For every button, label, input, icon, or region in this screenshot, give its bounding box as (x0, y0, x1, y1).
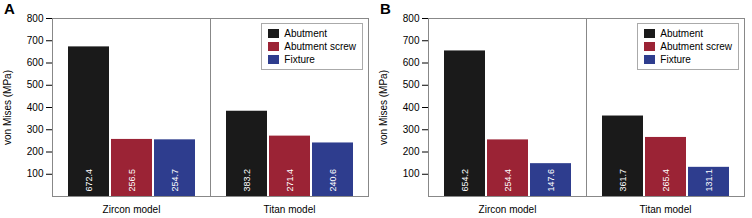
svg-text:200: 200 (403, 146, 420, 157)
svg-text:654.2: 654.2 (460, 169, 470, 192)
svg-text:200: 200 (27, 146, 44, 157)
html-text:Fixture: Fixture (284, 54, 315, 65)
svg-text:300: 300 (27, 124, 44, 135)
html-text:Abutment: Abutment (660, 28, 704, 39)
svg-text:300: 300 (403, 124, 420, 135)
svg-text:800: 800 (403, 13, 420, 24)
svg-text:672.4: 672.4 (84, 169, 94, 192)
svg-text:600: 600 (403, 57, 420, 68)
svg-text:240.6: 240.6 (328, 169, 338, 192)
html-text:B: B (380, 0, 391, 17)
svg-text:383.2: 383.2 (242, 169, 252, 192)
svg-text:361.7: 361.7 (618, 169, 628, 192)
svg-text:500: 500 (403, 79, 420, 90)
svg-text:Titan model: Titan model (640, 204, 692, 215)
html-text:A: A (4, 0, 15, 17)
svg-text:Titan model: Titan model (264, 204, 316, 215)
html-text:Abutment screw: Abutment screw (660, 41, 732, 52)
svg-text:700: 700 (27, 35, 44, 46)
svg-text:400: 400 (27, 102, 44, 113)
html-text:Abutment screw: Abutment screw (284, 41, 356, 52)
svg-text:700: 700 (403, 35, 420, 46)
svg-text:131.1: 131.1 (704, 169, 714, 192)
html-text:Fixture: Fixture (660, 54, 691, 65)
svg-text:256.5: 256.5 (127, 169, 137, 192)
svg-text:von Mises (MPa): von Mises (MPa) (2, 70, 13, 145)
svg-text:800: 800 (27, 13, 44, 24)
svg-text:Zircon model: Zircon model (479, 204, 537, 215)
svg-text:100: 100 (27, 168, 44, 179)
svg-text:500: 500 (27, 79, 44, 90)
svg-text:600: 600 (27, 57, 44, 68)
html-text:Abutment: Abutment (284, 28, 328, 39)
svg-text:von Mises (MPa): von Mises (MPa) (378, 70, 389, 145)
svg-text:100: 100 (403, 168, 420, 179)
svg-text:254.7: 254.7 (170, 169, 180, 192)
svg-text:400: 400 (403, 102, 420, 113)
svg-text:265.4: 265.4 (661, 169, 671, 192)
svg-text:271.4: 271.4 (285, 169, 295, 192)
svg-text:147.6: 147.6 (546, 169, 556, 192)
svg-text:254.4: 254.4 (503, 169, 513, 192)
svg-text:Zircon model: Zircon model (103, 204, 161, 215)
